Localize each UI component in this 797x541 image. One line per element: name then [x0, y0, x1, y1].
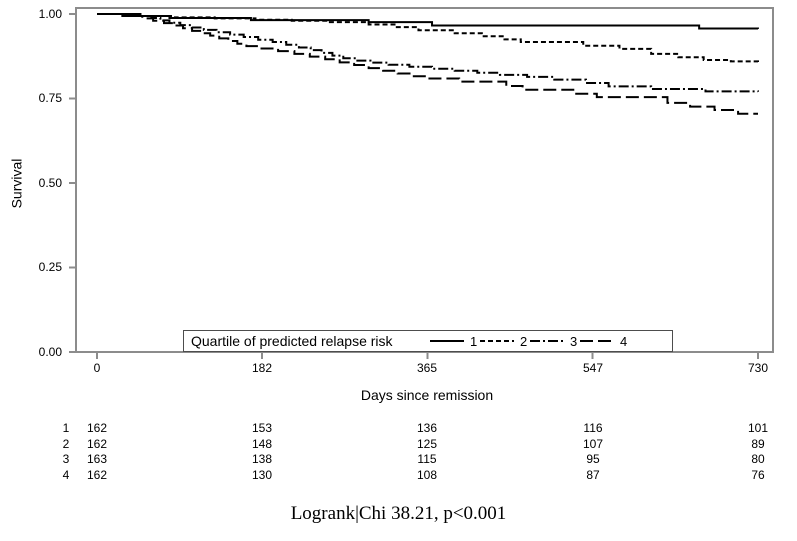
risk-value: 116: [583, 421, 603, 435]
legend-entry-quartile-4: 4: [580, 334, 630, 349]
km-curve-quartile-4: [97, 13, 758, 115]
risk-value: 80: [751, 452, 765, 466]
risk-value: 108: [416, 468, 438, 482]
risk-table-row-2: 2 162 148 125 107 89: [0, 437, 797, 452]
legend-label-3: 3: [570, 333, 578, 349]
risk-table-row-1: 1 162 153 136 116 101: [0, 421, 797, 436]
legend-label-4: 4: [620, 333, 628, 349]
y-axis-title: Survival: [8, 158, 25, 209]
risk-value: 163: [86, 452, 108, 466]
legend-label-1: 1: [470, 333, 478, 349]
y-tick-label-0.50: 0.50: [38, 176, 62, 190]
risk-table-row-4: 4 162 130 108 87 76: [0, 468, 797, 483]
risk-row-label: 4: [62, 468, 70, 482]
risk-row-label: 3: [62, 452, 70, 466]
x-tick-label-730: 730: [747, 361, 769, 375]
risk-row-label: 2: [62, 437, 70, 451]
legend-label-2: 2: [520, 333, 528, 349]
legend-entry-quartile-3: 3: [530, 334, 580, 349]
risk-value: 130: [251, 468, 273, 482]
risk-value: 162: [86, 437, 108, 451]
risk-value: 162: [86, 421, 108, 435]
risk-value: 162: [86, 468, 108, 482]
legend-title: Quartile of predicted relapse risk: [191, 333, 393, 349]
y-tick-label-0.75: 0.75: [38, 91, 62, 105]
km-curve-quartile-3: [97, 13, 759, 93]
x-tick-label-547: 547: [582, 361, 604, 375]
dash-dot-line-sample-icon: [530, 340, 564, 342]
km-curve-quartile-2: [97, 13, 759, 63]
risk-value: 136: [416, 421, 438, 435]
y-tick-label-0.25: 0.25: [38, 260, 62, 274]
risk-value: 153: [251, 421, 273, 435]
risk-value: 87: [586, 468, 600, 482]
solid-line-sample-icon: [430, 340, 464, 342]
legend-entry-quartile-2: 2: [480, 334, 530, 349]
risk-value: 89: [751, 437, 765, 451]
risk-value: 148: [251, 437, 273, 451]
risk-value: 76: [751, 468, 765, 482]
x-tick-label-182: 182: [251, 361, 273, 375]
plot-frame: [75, 7, 774, 353]
risk-row-label: 1: [62, 421, 70, 435]
risk-value: 107: [582, 437, 604, 451]
y-tick-label-0.00: 0.00: [38, 345, 62, 359]
x-axis-title: Days since remission: [360, 387, 494, 403]
x-tick-label-0: 0: [93, 361, 101, 375]
legend-entry-quartile-1: 1: [430, 334, 480, 349]
risk-table-row-3: 3 163 138 115 95 80: [0, 452, 797, 467]
long-dash-line-sample-icon: [580, 340, 614, 342]
risk-value: 138: [251, 452, 273, 466]
logrank-caption: Logrank|Chi 38.21, p<0.001: [290, 503, 507, 524]
risk-value: 95: [586, 452, 600, 466]
y-tick-label-1.00: 1.00: [38, 7, 62, 21]
legend-box: Quartile of predicted relapse risk 1 2 3…: [183, 330, 673, 352]
dashed-line-sample-icon: [480, 340, 514, 342]
risk-value: 115: [417, 452, 437, 466]
risk-value: 125: [416, 437, 438, 451]
x-tick-label-365: 365: [416, 361, 438, 375]
risk-value: 101: [747, 421, 769, 435]
